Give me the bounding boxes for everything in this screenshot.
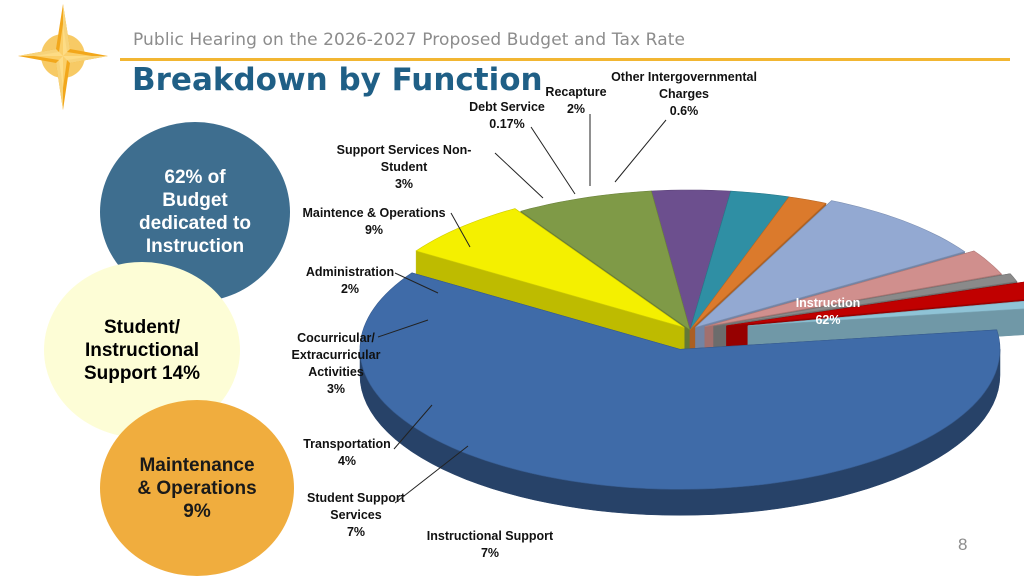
slice-label-line: Other Intergovernmental xyxy=(611,70,757,84)
leader-line xyxy=(394,445,469,504)
slice-label-recapture: Recapture 2% xyxy=(545,85,606,116)
slice-label-line: Maintence & Operations xyxy=(302,206,445,220)
callout-maintenance: Maintenance & Operations 9% xyxy=(100,400,294,576)
pie-labels: Instruction 62%Instructional Support 7%Stu… xyxy=(292,70,861,560)
slice-label-cocurricular-extracurricular-activities: Cocurricular/Extracurricular Activities 3% xyxy=(292,331,381,396)
pie-slices xyxy=(359,189,1024,516)
slice-label-instruction: Instruction 62% xyxy=(796,296,861,327)
slice-label-line: 7% xyxy=(481,546,499,560)
pie-slice-instructional-support xyxy=(415,208,685,354)
slice-label-other-intergovernmental-charges: Other Intergovernmental Charges 0.6% xyxy=(611,70,757,118)
slice-label-line: Charges xyxy=(659,87,709,101)
slice-label-line: 2% xyxy=(567,102,585,116)
slice-label-line: 9% xyxy=(365,223,383,237)
slice-label-line: Services xyxy=(330,508,381,522)
slice-label-line: Transportation xyxy=(303,437,391,451)
slice-label-line: 2% xyxy=(341,282,359,296)
slice-label-line: Recapture xyxy=(545,85,606,99)
slice-label-line: Activities xyxy=(308,365,364,379)
slice-label-line: 0.6% xyxy=(670,104,699,118)
slice-label-line: Administration xyxy=(306,265,394,279)
callout-instruction-text: 62% of Budget dedicated to Instruction xyxy=(139,167,251,257)
slice-label-line: Cocurricular/ xyxy=(297,331,375,345)
presentation-subtitle: Public Hearing on the 2026-2027 Proposed… xyxy=(133,30,686,50)
slice-label-student-support-services: Student Support Services 7% xyxy=(307,491,406,539)
slice-label-line: Student xyxy=(381,160,428,174)
slice-label-administration: Administration 2% xyxy=(306,265,394,296)
leader-line xyxy=(494,152,544,199)
slice-label-line: Instructional Support xyxy=(427,529,554,543)
slice-label-debt-service: Debt Service 0.17% xyxy=(469,100,545,131)
slice-label-instructional-support: Instructional Support 7% xyxy=(427,529,554,560)
slice-label-maintence-operations: Maintence & Operations 9% xyxy=(302,206,445,237)
leader-line xyxy=(393,404,433,450)
header-rule xyxy=(120,58,1010,61)
slice-label-transportation: Transportation 4% xyxy=(303,437,391,468)
leader-line xyxy=(377,319,429,338)
leader-line xyxy=(450,212,471,248)
slice-label-line: 0.17% xyxy=(489,117,524,131)
slice-label-line: 7% xyxy=(347,525,365,539)
slice-label-line: Student Support xyxy=(307,491,406,505)
slice-label-line: Instruction xyxy=(796,296,861,310)
slice-label-line: 62% xyxy=(815,313,840,327)
page-number: 8 xyxy=(958,535,968,554)
slide-title: Breakdown by Function xyxy=(132,62,543,98)
slice-label-line: Extracurricular xyxy=(292,348,381,362)
leader-line xyxy=(614,119,667,183)
slice-label-support-services-non-student: Support Services Non- Student 3% xyxy=(337,143,472,191)
pie-slice-instruction xyxy=(359,272,1001,516)
slice-label-line: 3% xyxy=(395,177,413,191)
callout-student-support-text: Student/ Instructional Support 14% xyxy=(83,316,201,384)
star-logo-icon xyxy=(18,4,108,110)
leader-line xyxy=(394,272,439,294)
slice-label-line: 4% xyxy=(338,454,356,468)
callout-maintenance-text: Maintenance & Operations 9% xyxy=(137,454,257,522)
slice-label-line: Debt Service xyxy=(469,100,545,114)
slice-label-line: 3% xyxy=(327,382,345,396)
slice-label-line: Support Services Non- xyxy=(337,143,472,157)
leader-line xyxy=(530,126,576,195)
